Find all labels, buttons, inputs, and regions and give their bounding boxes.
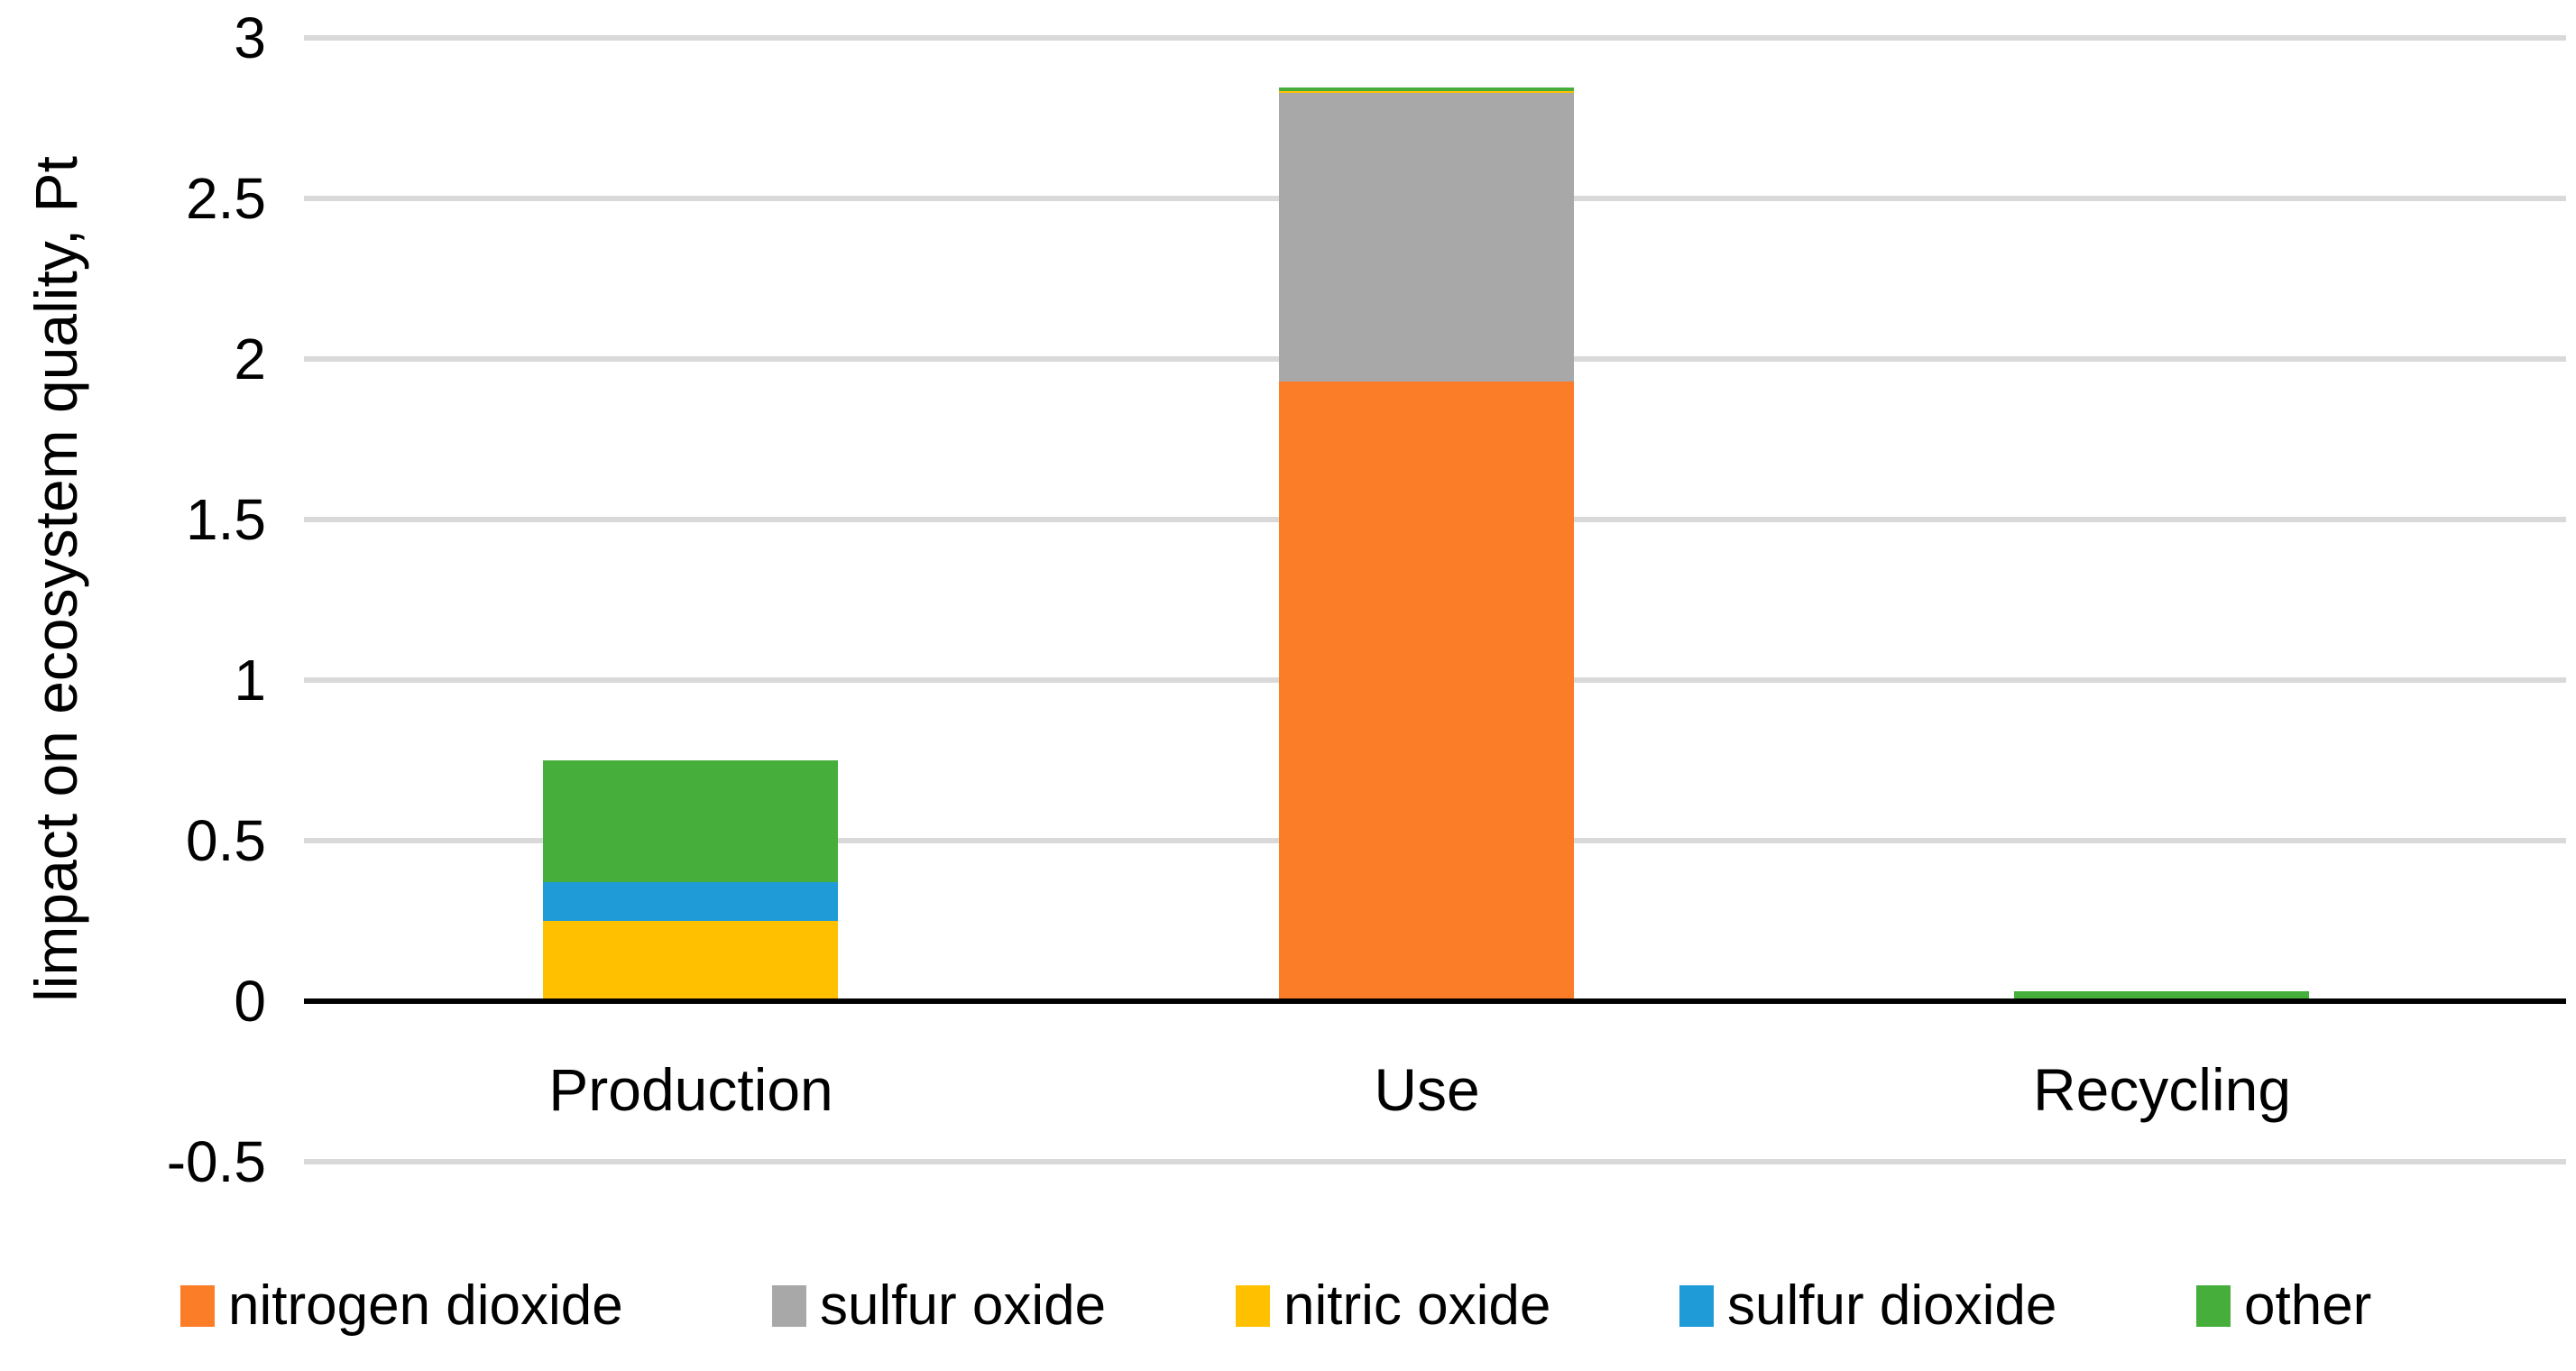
gridline — [304, 1159, 2566, 1164]
bar-segment-other — [1279, 87, 1574, 91]
gridline — [304, 35, 2566, 41]
y-tick-label: 0 — [234, 969, 266, 1034]
bar-segment-other — [543, 760, 838, 882]
y-tick-label: 2 — [234, 327, 266, 391]
x-category-label: Recycling — [2032, 1056, 2292, 1123]
x-axis-line — [304, 998, 2566, 1004]
y-tick-label: 2.5 — [186, 166, 266, 231]
y-tick-label: 0.5 — [186, 808, 266, 873]
x-category-label: Production — [548, 1056, 833, 1123]
y-tick-label: -0.5 — [166, 1129, 266, 1194]
bar-segment-nitrogen-dioxide — [1279, 382, 1574, 1001]
y-tick-label: 1.5 — [186, 487, 266, 552]
y-tick-label: 1 — [234, 648, 266, 713]
bar-segment-nitric-oxide — [543, 921, 838, 1001]
bar-segment-nitric-oxide — [1279, 91, 1574, 93]
bar-segment-sulfur-oxide — [1279, 93, 1574, 382]
x-category-label: Use — [1374, 1056, 1480, 1123]
y-tick-label: 3 — [234, 5, 266, 70]
bar-segment-sulfur-dioxide — [543, 882, 838, 921]
bar-segment-other — [2014, 991, 2309, 1001]
